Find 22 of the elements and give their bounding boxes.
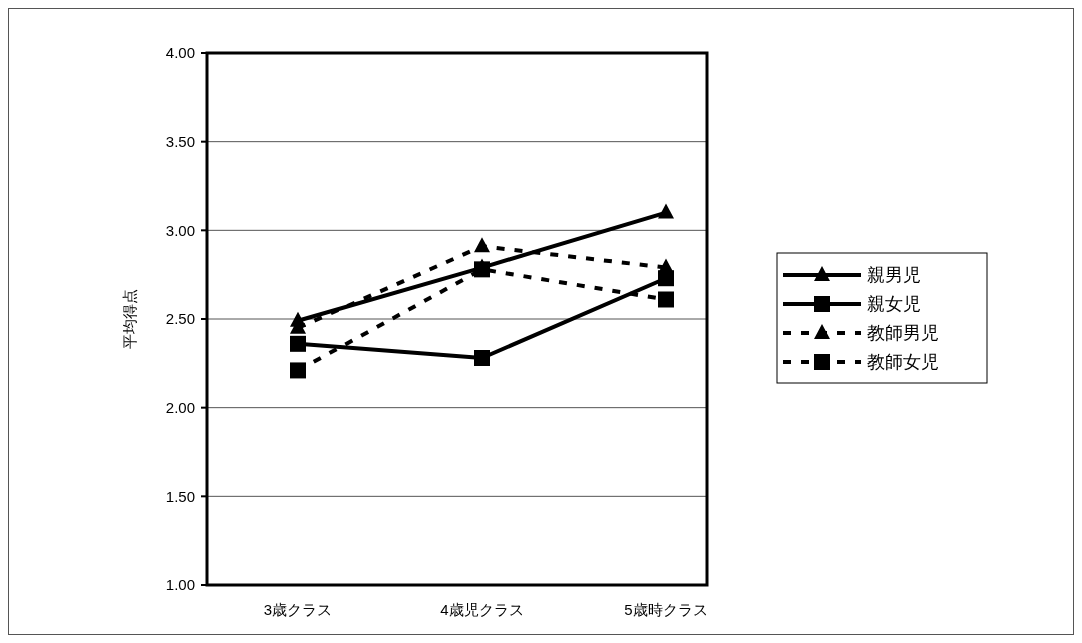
point — [658, 203, 674, 219]
point — [658, 291, 674, 308]
y-tick-label: 3.50 — [165, 132, 195, 150]
y-tick-label: 4.00 — [165, 44, 195, 62]
legend-label: 親女児 — [867, 294, 921, 315]
y-tick-label: 2.00 — [165, 398, 195, 416]
point — [474, 350, 490, 367]
point — [474, 237, 490, 253]
point — [474, 261, 490, 278]
y-tick-label: 2.50 — [165, 310, 195, 328]
y-tick-label: 1.00 — [165, 576, 195, 594]
x-tick-label: 4歳児クラス — [440, 601, 524, 618]
x-tick-label: 3歳クラス — [263, 601, 333, 618]
y-tick-label: 1.50 — [165, 487, 195, 505]
legend-label: 教師男児 — [867, 323, 939, 344]
legend-label: 親男児 — [867, 265, 921, 286]
x-tick-label: 5歳時クラス — [624, 601, 708, 618]
y-tick-label: 3.00 — [165, 221, 195, 239]
point — [290, 335, 306, 352]
point — [290, 362, 306, 379]
legend-label: 教師女児 — [867, 352, 939, 373]
y-axis-title: 平均得点 — [121, 289, 138, 349]
